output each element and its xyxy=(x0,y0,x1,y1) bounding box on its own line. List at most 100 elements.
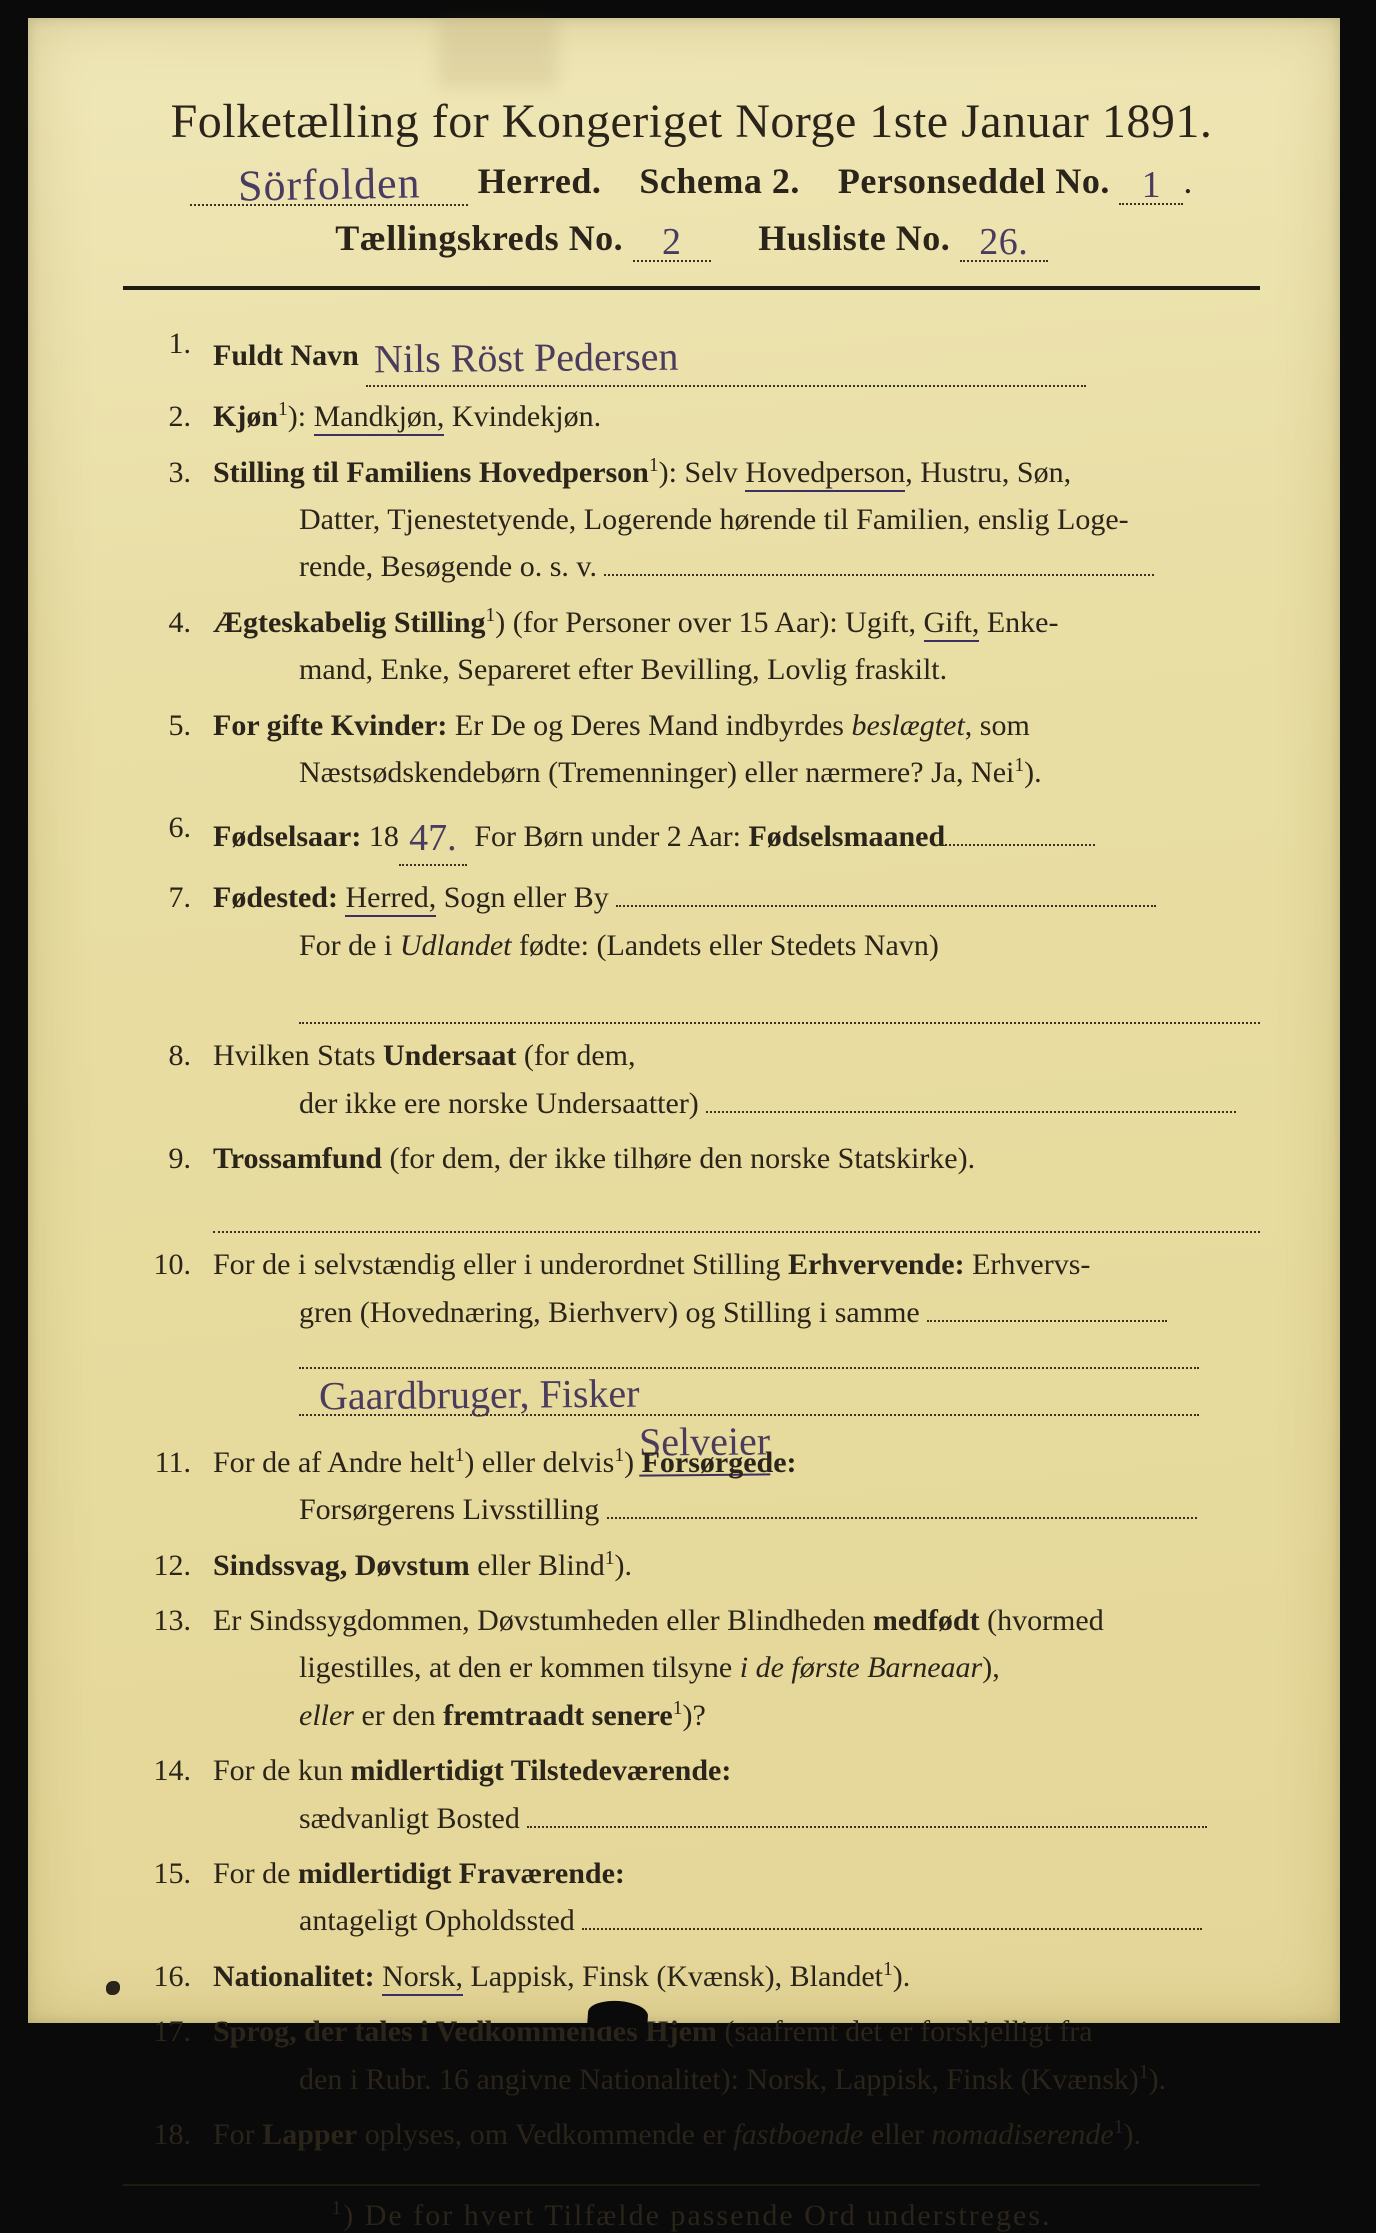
underlined-hovedperson: Hovedperson xyxy=(745,456,905,492)
footnote-ref: 1 xyxy=(1139,2062,1149,2083)
item-14: 14. For de kun midlertidigt Tilstedevære… xyxy=(123,1747,1260,1842)
field-list: 1. Fuldt Navn Nils Röst Pedersen 2. Kjøn… xyxy=(123,320,1260,2158)
cont: gren (Hovednæring, Bierhverv) og Stillin… xyxy=(213,1289,1260,1336)
text: ) eller delvis xyxy=(464,1446,614,1479)
value-occupation-1: Gaardbruger, Fisker xyxy=(319,1362,640,1428)
label-gifte-kvinder: For gifte Kvinder: xyxy=(213,709,447,742)
underlined-gift: Gift, xyxy=(924,606,980,642)
schema-label: Schema 2. xyxy=(639,161,800,201)
blank-line xyxy=(213,1192,1260,1233)
item-8: 8. Hvilken Stats Undersaat (for dem, der… xyxy=(123,1032,1260,1127)
text: 18 xyxy=(361,820,399,853)
item-num: 6. xyxy=(143,804,191,851)
item-num: 3. xyxy=(143,449,191,496)
item-10: 10. For de i selvstændig eller i underor… xyxy=(123,1241,1260,1431)
item-5: 5. For gifte Kvinder: Er De og Deres Man… xyxy=(123,702,1260,797)
footnote-ref: 1 xyxy=(1114,2117,1124,2138)
item-2: 2. Kjøn1): Mandkjøn, Kvindekjøn. xyxy=(123,393,1260,440)
text: Hvilken Stats xyxy=(213,1039,383,1072)
form-header: Folketælling for Kongeriget Norge 1ste J… xyxy=(123,94,1260,262)
text-ital: fastboende xyxy=(733,2118,863,2151)
item-num: 2. xyxy=(143,393,191,440)
text: For de af Andre helt xyxy=(213,1446,455,1479)
text: , Hustru, Søn, xyxy=(905,456,1071,489)
text: Lappisk, Finsk (Kvænsk), Blandet xyxy=(463,1960,883,1993)
text: Er De og Deres Mand indbyrdes xyxy=(447,709,851,742)
text-kvindekjon: Kvindekjøn. xyxy=(444,400,601,433)
item-7: 7. Fødested: Herred, Sogn eller By For d… xyxy=(123,874,1260,1024)
item-num: 17. xyxy=(143,2008,191,2055)
value-year: 47. xyxy=(409,808,457,868)
kreds-no: 2 xyxy=(662,220,682,264)
label-trossamfund: Trossamfund xyxy=(213,1142,382,1175)
footnote-ref: 1 xyxy=(883,1959,893,1980)
label-fodested: Fødested: xyxy=(213,881,338,914)
text: ) xyxy=(624,1446,642,1479)
header-line-3: Tællingskreds No. 2 Husliste No. 26. xyxy=(123,216,1260,262)
paper-stain xyxy=(438,18,558,88)
herred-label: Herred. xyxy=(478,161,602,201)
husliste-label: Husliste No. xyxy=(758,218,950,258)
value-line: Gaardbruger, Fisker xyxy=(213,1336,1260,1383)
item-3: 3. Stilling til Familiens Hovedperson1):… xyxy=(123,449,1260,591)
item-num: 13. xyxy=(143,1597,191,1644)
item-num: 14. xyxy=(143,1747,191,1794)
item-num: 7. xyxy=(143,874,191,921)
form-title: Folketælling for Kongeriget Norge 1ste J… xyxy=(123,94,1260,149)
blank-line xyxy=(299,983,1260,1024)
label-tilstedevaerende: midlertidigt Tilstedeværende: xyxy=(351,1754,732,1787)
underlined-norsk: Norsk, xyxy=(382,1960,463,1996)
text: : Selv xyxy=(669,456,746,489)
text: Sogn eller By xyxy=(436,881,609,914)
item-9: 9. Trossamfund (for dem, der ikke tilhør… xyxy=(123,1135,1260,1233)
text: For de i selvstændig eller i underordnet… xyxy=(213,1248,788,1281)
label-forsorgede: Forsørgede: xyxy=(642,1446,797,1479)
item-17: 17. Sprog, der tales i Vedkommendes Hjem… xyxy=(123,2008,1260,2103)
footnote-ref: 1 xyxy=(278,399,288,420)
item-num: 18. xyxy=(143,2111,191,2158)
footnote-ref: 1 xyxy=(673,1698,683,1719)
label-fodselsaar: Fødselsaar: xyxy=(213,820,361,853)
item-num: 9. xyxy=(143,1135,191,1182)
item-6: 6. Fødselsaar: 18 47. For Børn under 2 Aa… xyxy=(123,804,1260,866)
label-fodselsmaaned: Fødselsmaaned xyxy=(748,820,945,853)
text: oplyses, om Vedkommende er xyxy=(357,2118,733,2151)
footnote-ref: 1 xyxy=(649,455,659,476)
item-15: 15. For de midlertidigt Fraværende: anta… xyxy=(123,1850,1260,1945)
item-16: 16. Nationalitet: Norsk, Lappisk, Finsk … xyxy=(123,1953,1260,2000)
item-num: 16. xyxy=(143,1953,191,2000)
paper-blemish xyxy=(106,1981,120,1995)
text: (for dem, der ikke tilhøre den norske St… xyxy=(382,1142,975,1175)
label-nationalitet: Nationalitet: xyxy=(213,1960,375,1993)
text: (for dem, xyxy=(516,1039,635,1072)
cont: mand, Enke, Separeret efter Bevilling, L… xyxy=(213,646,1260,693)
footnote-ref: 1 xyxy=(614,1445,624,1466)
footnote-text: ) De for hvert Tilfælde passende Ord und… xyxy=(343,2199,1051,2232)
footnote-ref: 1 xyxy=(1014,755,1024,776)
item-num: 11. xyxy=(143,1439,191,1486)
item-num: 4. xyxy=(143,599,191,646)
text-ital: nomadiserende xyxy=(932,2118,1114,2151)
text: ). xyxy=(1123,2118,1141,2151)
item-num: 5. xyxy=(143,702,191,749)
label-undersaat: Undersaat xyxy=(383,1039,516,1072)
item-11: 11. For de af Andre helt1) eller delvis1… xyxy=(123,1439,1260,1534)
value-name: Nils Röst Pedersen xyxy=(374,325,679,391)
underlined-mandkjon: Mandkjøn, xyxy=(314,400,445,436)
text: For de kun xyxy=(213,1754,351,1787)
item-18: 18. For Lapper oplyses, om Vedkommende e… xyxy=(123,2111,1260,2158)
text: Enke- xyxy=(979,606,1058,639)
text: (hvormed xyxy=(980,1604,1104,1637)
husliste-no: 26. xyxy=(979,220,1028,264)
item-4: 4. Ægteskabelig Stilling1) (for Personer… xyxy=(123,599,1260,694)
cont: antageligt Opholdssted xyxy=(213,1897,1260,1944)
label-medfodt: medfødt xyxy=(873,1604,980,1637)
herred-value: Sörfolden xyxy=(237,157,420,211)
personseddel-no: 1 xyxy=(1142,163,1162,207)
text-ital: beslægtet xyxy=(851,709,964,742)
cont: den i Rubr. 16 angivne Nationalitet): No… xyxy=(213,2056,1260,2103)
text: For Børn under 2 Aar: xyxy=(467,820,749,853)
personseddel-label: Personseddel No. xyxy=(838,161,1110,201)
item-12: 12. Sindssvag, Døvstum eller Blind1). xyxy=(123,1542,1260,1589)
item-13: 13. Er Sindssygdommen, Døvstumheden elle… xyxy=(123,1597,1260,1739)
